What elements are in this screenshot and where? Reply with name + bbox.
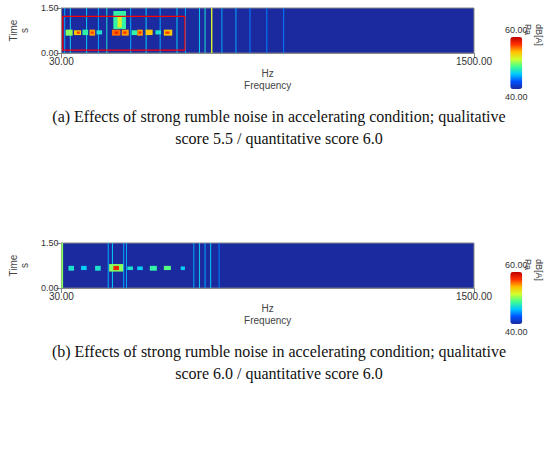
svg-text:1500.00: 1500.00: [456, 291, 493, 302]
svg-text:Time: Time: [8, 19, 19, 41]
svg-text:30.00: 30.00: [49, 291, 74, 302]
svg-text:40.00: 40.00: [505, 92, 528, 101]
svg-text:Frequency: Frequency: [244, 315, 291, 326]
svg-text:40.00: 40.00: [505, 327, 528, 336]
svg-text:1.50: 1.50: [41, 238, 59, 248]
svg-text:1500.00: 1500.00: [456, 56, 493, 67]
html-text:(b) Effects of strong rumble n: (b) Effects of strong rumble noise in ac…: [51, 343, 507, 382]
svg-text:60.00: 60.00: [505, 260, 528, 270]
svg-text:0.00: 0.00: [40, 48, 59, 59]
svg-text:Hz: Hz: [262, 303, 274, 314]
svg-text:0.00: 0.00: [40, 283, 59, 294]
svg-text:Frequency: Frequency: [244, 80, 291, 91]
html-text:(a) Effects of strong rumble n: (a) Effects of strong rumble noise in ac…: [52, 108, 506, 147]
svg-text:Time: Time: [8, 254, 19, 276]
svg-text:60.00: 60.00: [505, 25, 528, 35]
svg-text:dB[A]: dB[A]: [534, 24, 544, 46]
svg-text:1.50: 1.50: [41, 3, 59, 13]
svg-text:dB[A]: dB[A]: [534, 259, 544, 281]
svg-text:s: s: [19, 263, 30, 268]
svg-text:30.00: 30.00: [49, 56, 74, 67]
svg-text:s: s: [19, 28, 30, 33]
svg-text:Hz: Hz: [262, 68, 274, 79]
